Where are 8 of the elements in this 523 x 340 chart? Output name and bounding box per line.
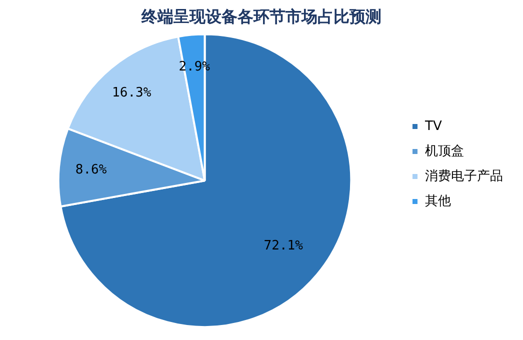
data-label: 16.3% (112, 85, 152, 100)
legend-label: 其他 (425, 194, 451, 209)
legend-label: TV (424, 118, 442, 134)
legend-label: 消费电子产品 (425, 168, 503, 184)
chart-title: 终端呈现设备各环节市场占比预测 (140, 6, 382, 26)
data-label: 8.6% (75, 162, 107, 178)
legend-label: 机顶盒 (425, 144, 464, 159)
data-label: 72.1% (264, 238, 304, 254)
